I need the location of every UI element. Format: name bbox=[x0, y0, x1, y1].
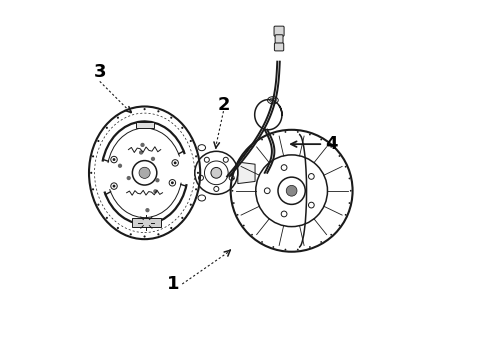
Circle shape bbox=[339, 155, 341, 157]
Circle shape bbox=[320, 139, 322, 140]
Circle shape bbox=[261, 139, 263, 140]
Circle shape bbox=[144, 108, 146, 110]
Circle shape bbox=[164, 179, 167, 182]
Circle shape bbox=[243, 155, 245, 157]
Circle shape bbox=[181, 127, 183, 129]
FancyBboxPatch shape bbox=[132, 218, 161, 227]
Circle shape bbox=[339, 225, 341, 226]
Circle shape bbox=[309, 246, 311, 248]
Circle shape bbox=[195, 155, 197, 157]
Circle shape bbox=[130, 110, 132, 112]
Circle shape bbox=[297, 249, 299, 251]
Text: 2: 2 bbox=[217, 96, 230, 114]
Circle shape bbox=[170, 117, 172, 119]
Circle shape bbox=[98, 140, 99, 142]
Circle shape bbox=[320, 241, 322, 243]
Circle shape bbox=[285, 131, 286, 133]
Circle shape bbox=[348, 202, 350, 204]
Circle shape bbox=[106, 127, 108, 129]
Circle shape bbox=[139, 167, 150, 179]
Circle shape bbox=[237, 214, 239, 216]
FancyBboxPatch shape bbox=[274, 43, 284, 51]
Circle shape bbox=[157, 110, 159, 112]
Circle shape bbox=[148, 148, 151, 151]
FancyBboxPatch shape bbox=[274, 26, 284, 36]
Circle shape bbox=[233, 202, 235, 204]
Circle shape bbox=[251, 234, 253, 235]
Circle shape bbox=[119, 181, 122, 184]
Circle shape bbox=[92, 188, 94, 190]
Circle shape bbox=[330, 234, 332, 235]
Text: 1: 1 bbox=[167, 275, 179, 293]
Circle shape bbox=[144, 235, 146, 238]
Circle shape bbox=[190, 204, 192, 206]
Circle shape bbox=[272, 134, 274, 135]
Circle shape bbox=[233, 177, 235, 179]
Circle shape bbox=[345, 166, 346, 168]
Circle shape bbox=[330, 146, 332, 148]
Circle shape bbox=[237, 166, 239, 168]
Circle shape bbox=[130, 233, 132, 235]
FancyBboxPatch shape bbox=[275, 35, 283, 43]
Circle shape bbox=[211, 167, 221, 178]
Circle shape bbox=[170, 227, 172, 229]
Circle shape bbox=[113, 158, 116, 161]
Circle shape bbox=[90, 172, 92, 174]
Circle shape bbox=[251, 146, 253, 148]
Circle shape bbox=[174, 161, 176, 164]
Circle shape bbox=[286, 185, 297, 196]
Circle shape bbox=[117, 227, 119, 229]
Circle shape bbox=[309, 134, 311, 135]
Circle shape bbox=[106, 217, 108, 219]
Circle shape bbox=[348, 177, 350, 179]
Circle shape bbox=[297, 131, 299, 133]
Circle shape bbox=[165, 174, 168, 176]
Circle shape bbox=[92, 155, 94, 157]
Circle shape bbox=[154, 192, 157, 195]
Circle shape bbox=[232, 190, 233, 192]
Circle shape bbox=[345, 214, 346, 216]
Circle shape bbox=[197, 172, 199, 174]
FancyBboxPatch shape bbox=[136, 122, 153, 128]
Circle shape bbox=[157, 233, 159, 235]
Circle shape bbox=[120, 175, 122, 178]
Circle shape bbox=[195, 188, 197, 190]
Circle shape bbox=[117, 117, 119, 119]
Circle shape bbox=[261, 241, 263, 243]
Circle shape bbox=[113, 185, 116, 188]
Text: 3: 3 bbox=[94, 63, 106, 81]
Circle shape bbox=[243, 225, 245, 226]
Circle shape bbox=[285, 249, 286, 251]
Circle shape bbox=[350, 190, 352, 192]
Circle shape bbox=[98, 204, 99, 206]
Polygon shape bbox=[238, 162, 255, 184]
Circle shape bbox=[190, 140, 192, 142]
Circle shape bbox=[138, 192, 141, 195]
Text: 4: 4 bbox=[325, 135, 337, 153]
Circle shape bbox=[272, 246, 274, 248]
Circle shape bbox=[171, 181, 174, 184]
Circle shape bbox=[139, 139, 142, 142]
Circle shape bbox=[181, 217, 183, 219]
